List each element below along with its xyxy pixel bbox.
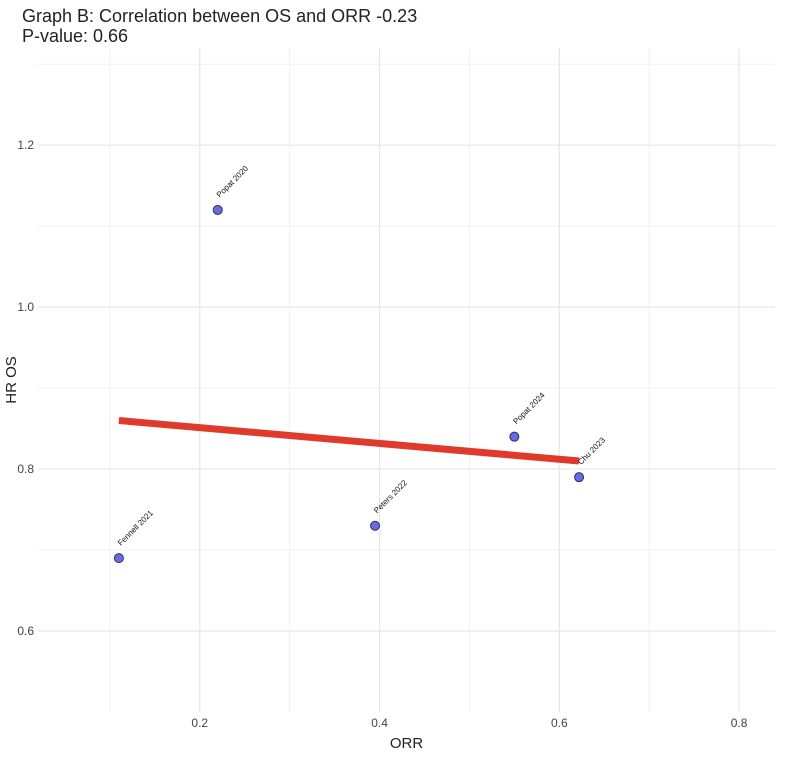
regression-line [118,417,580,465]
chart-title: Graph B: Correlation between OS and ORR … [22,6,418,26]
x-tick-label: 0.6 [551,716,568,730]
point-label: Fennell 2021 [116,508,155,547]
y-tick-label: 0.8 [17,462,34,476]
y-tick-label: 0.6 [17,624,34,638]
data-point [212,204,223,215]
point-label: Chu 2023 [576,435,607,466]
point-label: Popat 2020 [215,164,251,200]
data-point [370,520,381,531]
x-axis-title: ORR [390,735,424,752]
x-tick-label: 0.8 [731,716,748,730]
y-tick-label: 1.0 [17,300,34,314]
chart-subtitle: P-value: 0.66 [22,26,129,46]
x-tick-label: 0.2 [191,716,208,730]
point-label: Peters 2022 [372,478,409,515]
point-label: Popat 2024 [511,390,547,426]
data-point [574,472,585,483]
chart-title-block: Graph B: Correlation between OS and ORR … [22,6,417,46]
data-point [509,431,520,442]
y-axis-title: HR OS [3,356,20,404]
x-tick-label: 0.4 [371,716,388,730]
data-point [113,553,124,564]
y-tick-label: 1.2 [17,138,34,152]
